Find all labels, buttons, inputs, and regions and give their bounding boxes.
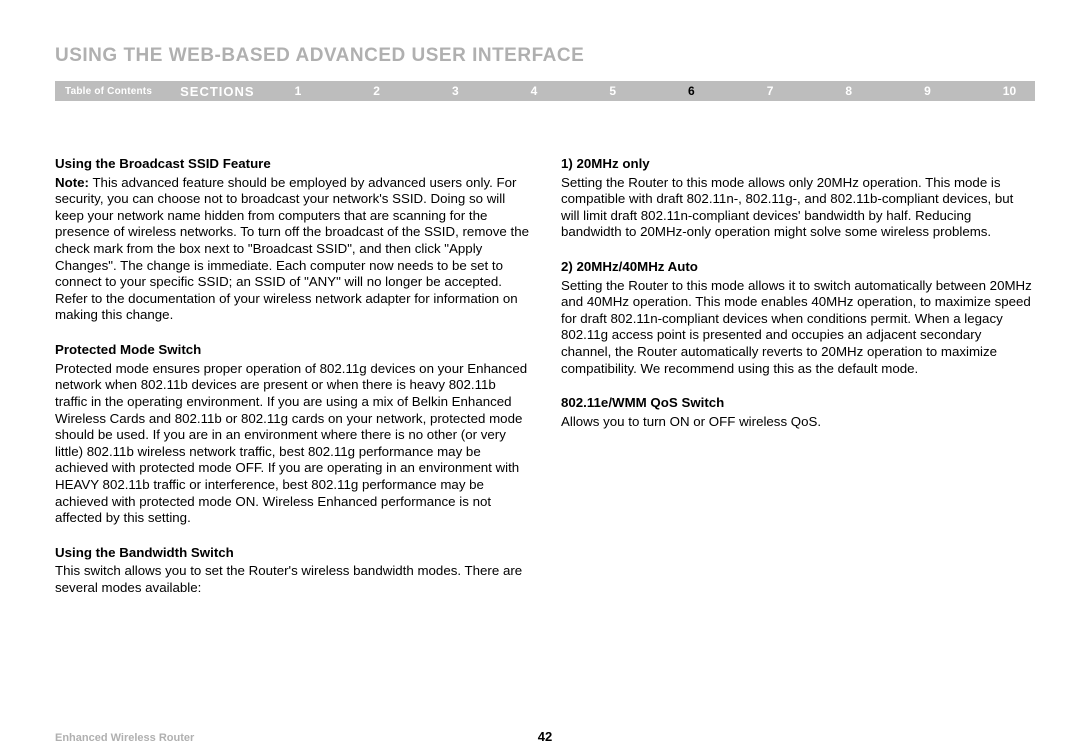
- section-link-7[interactable]: 7: [767, 84, 774, 98]
- right-column: 1) 20MHz only Setting the Router to this…: [561, 156, 1035, 615]
- page-title: USING THE WEB-BASED ADVANCED USER INTERF…: [55, 45, 1035, 67]
- paragraph-broadcast-ssid: Note: This advanced feature should be em…: [55, 175, 529, 324]
- heading-protected-mode: Protected Mode Switch: [55, 342, 529, 359]
- section-link-8[interactable]: 8: [845, 84, 852, 98]
- paragraph-bandwidth-switch: This switch allows you to set the Router…: [55, 563, 529, 596]
- content-columns: Using the Broadcast SSID Feature Note: T…: [55, 156, 1035, 615]
- manual-page: USING THE WEB-BASED ADVANCED USER INTERF…: [0, 0, 1080, 756]
- toc-link[interactable]: Table of Contents: [65, 86, 152, 97]
- paragraph-20mhz-only: Setting the Router to this mode allows o…: [561, 175, 1035, 241]
- section-link-9[interactable]: 9: [924, 84, 931, 98]
- section-numbers: 1 2 3 4 5 6 7 8 9 10: [295, 84, 1035, 98]
- note-text: This advanced feature should be employed…: [55, 175, 529, 323]
- section-link-2[interactable]: 2: [373, 84, 380, 98]
- sections-label: SECTIONS: [180, 84, 254, 99]
- heading-qos-switch: 802.11e/WMM QoS Switch: [561, 395, 1035, 412]
- page-number: 42: [538, 729, 552, 744]
- heading-20-40-auto: 2) 20MHz/40MHz Auto: [561, 259, 1035, 276]
- heading-bandwidth-switch: Using the Bandwidth Switch: [55, 545, 529, 562]
- section-link-3[interactable]: 3: [452, 84, 459, 98]
- left-column: Using the Broadcast SSID Feature Note: T…: [55, 156, 529, 615]
- heading-20mhz-only: 1) 20MHz only: [561, 156, 1035, 173]
- note-label: Note:: [55, 175, 89, 190]
- paragraph-qos-switch: Allows you to turn ON or OFF wireless Qo…: [561, 414, 1035, 431]
- product-name: Enhanced Wireless Router: [55, 732, 194, 744]
- section-link-4[interactable]: 4: [531, 84, 538, 98]
- section-link-1[interactable]: 1: [295, 84, 302, 98]
- section-link-6[interactable]: 6: [688, 84, 695, 98]
- page-footer: Enhanced Wireless Router 42: [55, 724, 1035, 744]
- section-link-10[interactable]: 10: [1003, 84, 1016, 98]
- heading-broadcast-ssid: Using the Broadcast SSID Feature: [55, 156, 529, 173]
- paragraph-protected-mode: Protected mode ensures proper operation …: [55, 361, 529, 527]
- section-link-5[interactable]: 5: [609, 84, 616, 98]
- section-nav: Table of Contents SECTIONS 1 2 3 4 5 6 7…: [55, 81, 1035, 101]
- paragraph-20-40-auto: Setting the Router to this mode allows i…: [561, 278, 1035, 378]
